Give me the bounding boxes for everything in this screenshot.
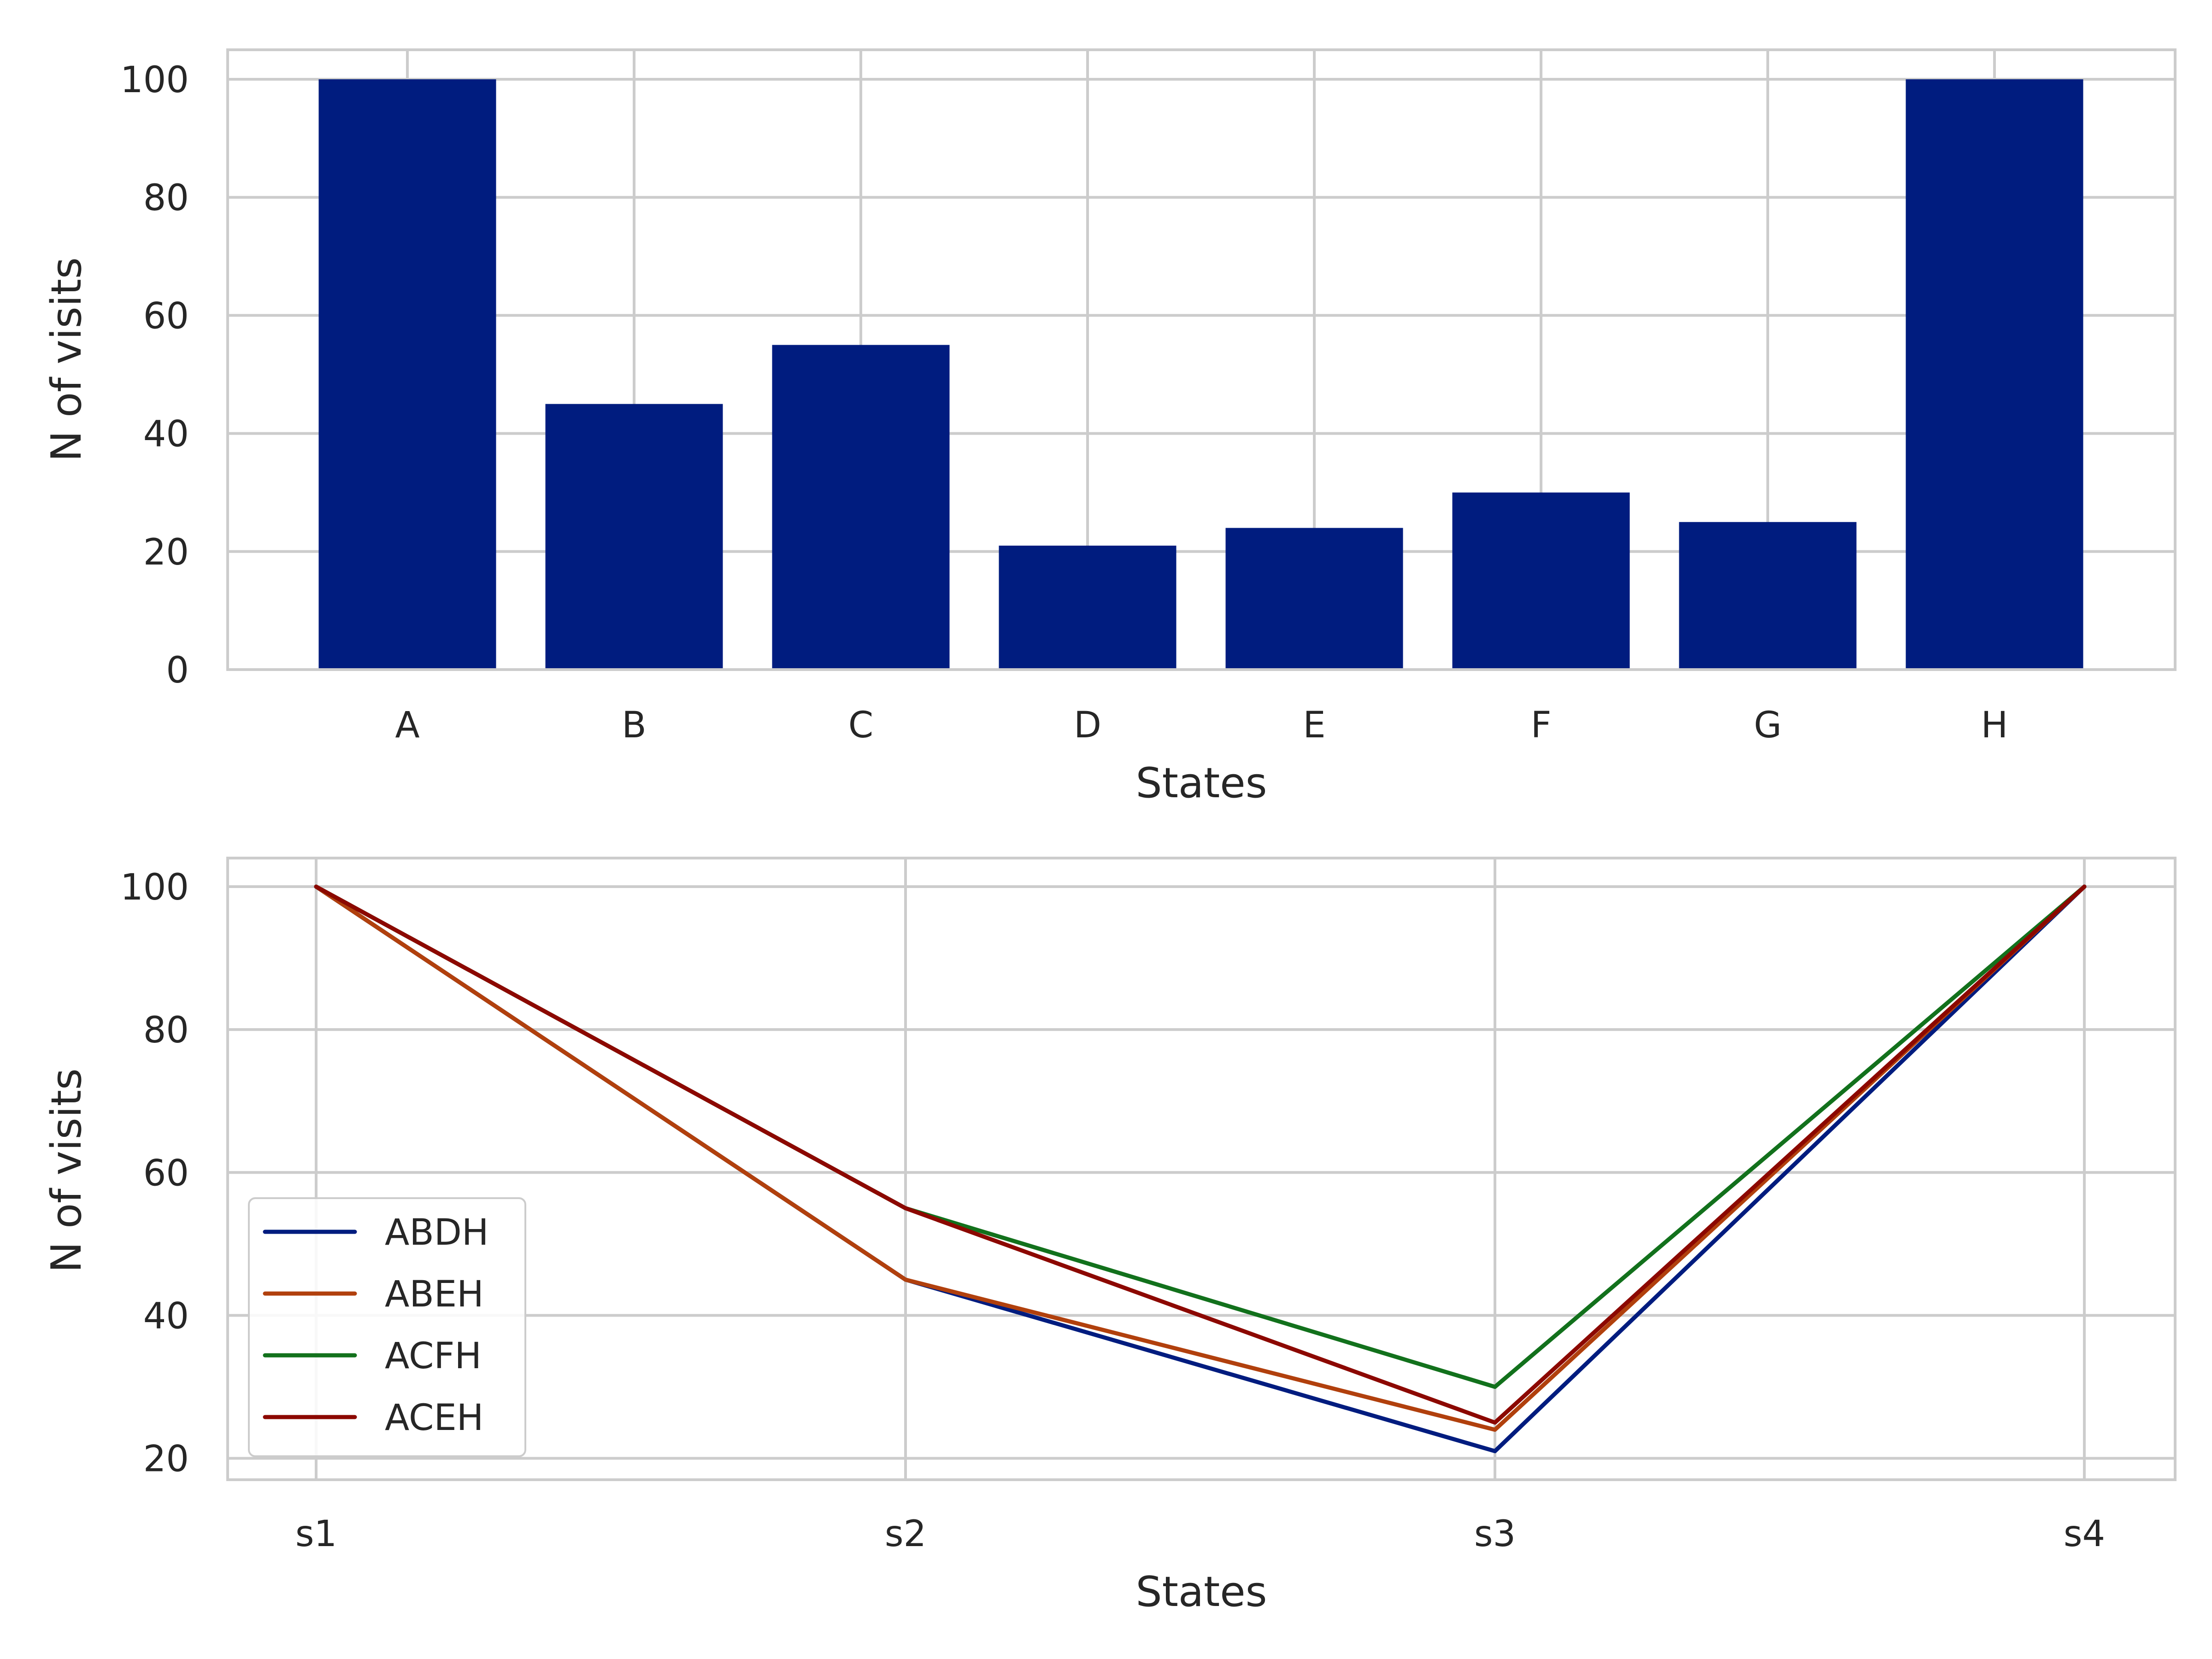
bar-y-tick-label: 80: [143, 177, 189, 219]
bar-y-tick-label: 20: [143, 532, 189, 573]
line-y-tick-label: 80: [143, 1010, 189, 1051]
line-chart-frame: [226, 857, 2177, 1481]
line-chart-y-ticks: 20 40 60 80 100: [120, 867, 189, 1480]
bar-B: [545, 404, 723, 670]
bar-E: [1225, 528, 1403, 670]
bar-F: [1452, 492, 1630, 670]
line-x-tick-label: s1: [295, 1513, 337, 1555]
line-y-tick-label: 100: [120, 867, 189, 908]
legend-label-ACEH: ACEH: [385, 1397, 483, 1439]
line-x-tick-label: s4: [2064, 1513, 2105, 1555]
bar-y-tick-label: 100: [120, 59, 189, 101]
line-y-tick-label: 60: [143, 1153, 189, 1194]
bar-x-tick-label: C: [848, 705, 873, 746]
legend-label-ACFH: ACFH: [385, 1335, 482, 1377]
bar-H: [1906, 79, 2083, 670]
bar-A: [318, 79, 496, 670]
series-line-ABEH: [314, 884, 2087, 1432]
legend-box: [248, 1197, 526, 1457]
line-chart-legend: ABDH ABEH ACFH ACEH: [248, 1197, 526, 1457]
bar-x-tick-label: F: [1531, 705, 1552, 746]
bar-x-tick-label: A: [395, 705, 419, 746]
bar-chart-x-axis-label: States: [1135, 759, 1267, 807]
line-chart-series: [314, 884, 2087, 1453]
bar-chart-bars: [318, 79, 2083, 670]
bar-x-tick-label: E: [1303, 705, 1325, 746]
bar-chart-y-axis-label: N of visits: [42, 257, 91, 462]
bar-chart-y-ticks: 0 20 40 60 80 100: [120, 59, 189, 691]
line-chart-x-axis-label: States: [1135, 1568, 1267, 1616]
bar-y-tick-label: 60: [143, 295, 189, 337]
bar-x-tick-label: H: [1981, 705, 2008, 746]
line-y-tick-label: 20: [143, 1438, 189, 1480]
bar-chart-frame: [226, 48, 2177, 671]
bar-C: [772, 345, 950, 670]
legend-label-ABDH: ABDH: [385, 1212, 489, 1253]
legend-items: ABDH ABEH ACFH ACEH: [263, 1212, 489, 1439]
series-line-ACEH: [314, 884, 2087, 1425]
bar-G: [1679, 522, 1857, 670]
bar-chart-x-ticks: A B C D E F G H: [395, 705, 2008, 746]
line-y-tick-label: 40: [143, 1295, 189, 1337]
bar-D: [999, 546, 1177, 670]
bar-x-tick-label: G: [1754, 705, 1782, 746]
bar-y-tick-label: 0: [166, 650, 189, 691]
line-x-tick-label: s3: [1474, 1513, 1516, 1555]
bar-chart-panel: 0 20 40 60 80 100 A B C D E F G H States N of visits: [42, 48, 2177, 807]
line-chart-y-axis-label: N of visits: [42, 1068, 91, 1273]
series-line-ACFH: [314, 884, 2087, 1389]
line-x-tick-label: s2: [885, 1513, 926, 1555]
line-chart-x-ticks: s1 s2 s3 s4: [295, 1513, 2105, 1555]
bar-y-tick-label: 40: [143, 414, 189, 455]
bar-x-tick-label: B: [622, 705, 647, 746]
bar-x-tick-label: D: [1074, 705, 1101, 746]
bar-chart-gridlines: [228, 50, 2175, 671]
legend-label-ABEH: ABEH: [385, 1274, 484, 1315]
series-line-ABDH: [314, 884, 2087, 1453]
